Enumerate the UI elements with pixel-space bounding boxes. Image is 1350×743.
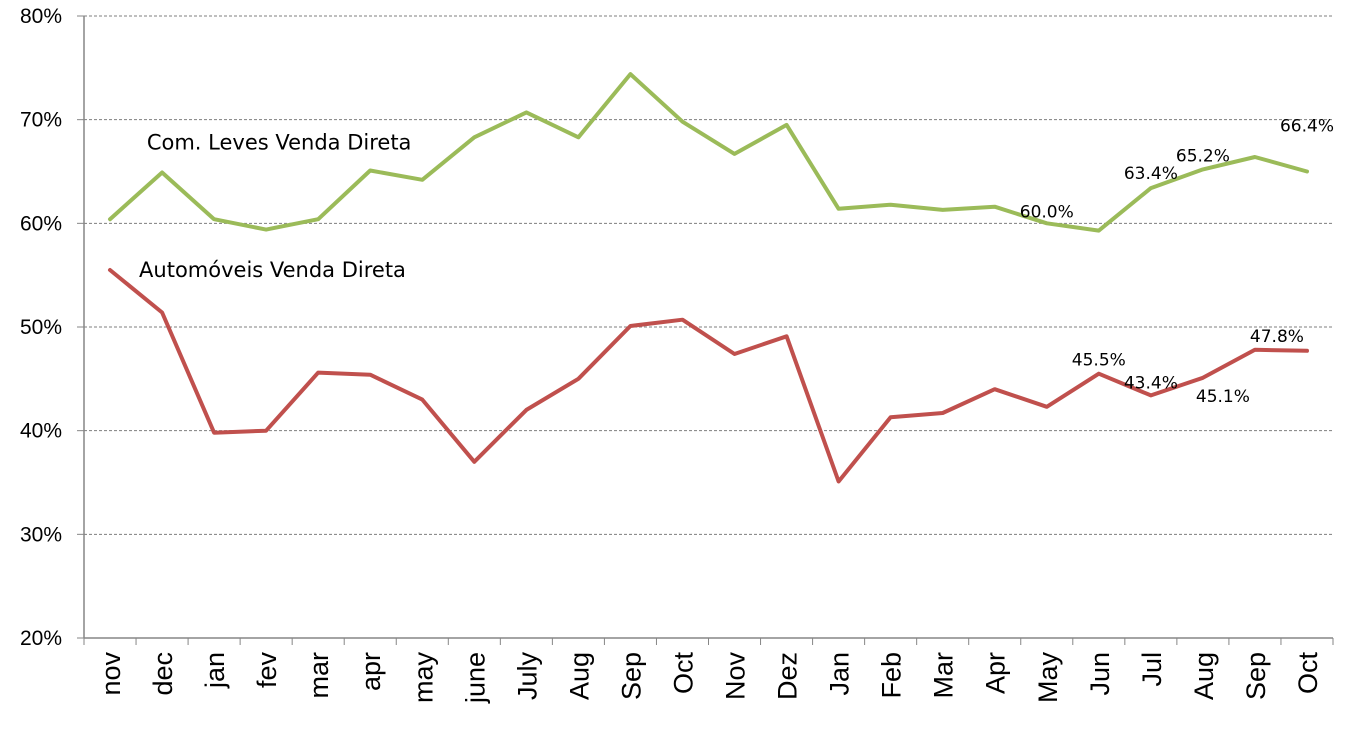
- data-label: 60.0%: [1020, 202, 1074, 222]
- x-tick-label: May: [1033, 652, 1063, 704]
- series-name-label: Com. Leves Venda Direta: [147, 130, 412, 154]
- series-lines: [108, 72, 1309, 484]
- y-tick-label: 30%: [20, 523, 62, 546]
- x-tick-label: Aug: [1189, 652, 1219, 700]
- y-tick-label: 80%: [20, 5, 62, 28]
- y-tick-label: 50%: [20, 316, 62, 339]
- data-label: 45.1%: [1196, 387, 1250, 407]
- x-tick-label: Oct: [1293, 652, 1323, 695]
- data-label: 65.2%: [1176, 146, 1230, 166]
- y-tick-label: 40%: [20, 420, 62, 443]
- x-tick-label: Aug: [564, 652, 594, 700]
- y-tick-label: 70%: [20, 109, 62, 132]
- x-tick-label: dec: [148, 652, 178, 696]
- x-tick-label: Mar: [929, 652, 959, 699]
- x-tick-label: Sep: [616, 652, 646, 700]
- labels: 20% 30% 40% 50% 60% 70% 80% nov dec jan fev mar apr m…: [20, 5, 1334, 704]
- x-tick-label: apr: [356, 652, 386, 691]
- x-tick-label: may: [408, 652, 438, 704]
- data-label: 66.4%: [1280, 117, 1334, 137]
- data-label: 63.4%: [1124, 164, 1178, 184]
- x-tick-label: July: [512, 652, 542, 701]
- x-tick-label: june: [460, 652, 490, 704]
- x-tick-label: Dez: [773, 652, 803, 700]
- series-line-1: [108, 72, 1309, 233]
- x-tick-label: Jun: [1085, 652, 1115, 696]
- y-tick-label: 60%: [20, 212, 62, 235]
- x-tick-label: Sep: [1241, 652, 1271, 700]
- series-name-label: Automóveis Venda Direta: [139, 258, 406, 282]
- x-tick-label: mar: [304, 652, 334, 699]
- x-tick-label: Apr: [981, 652, 1011, 694]
- x-tick-label: Feb: [877, 652, 907, 699]
- x-tick-label: Jul: [1137, 652, 1167, 687]
- data-label: 45.5%: [1072, 351, 1126, 371]
- x-tick-label: fev: [252, 652, 282, 689]
- x-tick-label: Oct: [668, 652, 698, 695]
- data-label: 47.8%: [1250, 327, 1304, 347]
- x-tick-label: Nov: [721, 652, 751, 701]
- x-tick-label: Jan: [825, 652, 855, 696]
- x-tick-label: jan: [200, 652, 230, 689]
- y-tick-label: 20%: [20, 627, 62, 650]
- axes: [77, 15, 1334, 645]
- gridlines: [84, 15, 1333, 535]
- x-tick-label: nov: [96, 652, 126, 696]
- data-label: 43.4%: [1124, 373, 1178, 393]
- series-line-2: [108, 268, 1309, 484]
